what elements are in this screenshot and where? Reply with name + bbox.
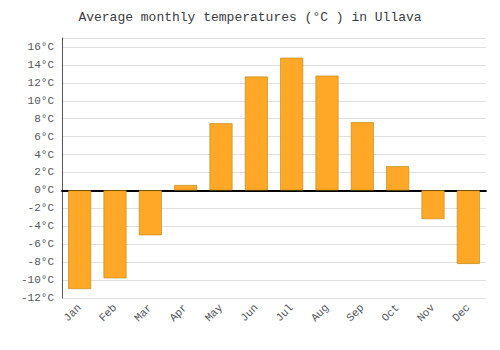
svg-text:Oct: Oct	[379, 302, 401, 324]
svg-text:12°C: 12°C	[28, 77, 55, 89]
svg-text:2°C: 2°C	[34, 166, 54, 178]
svg-text:6°C: 6°C	[34, 131, 54, 143]
svg-text:-4°C: -4°C	[28, 220, 55, 232]
svg-text:Nov: Nov	[415, 301, 438, 324]
svg-text:Average monthly temperatures (: Average monthly temperatures (°C ) in Ul…	[78, 10, 421, 25]
svg-text:Dec: Dec	[450, 302, 472, 324]
svg-text:16°C: 16°C	[28, 41, 55, 53]
svg-text:-2°C: -2°C	[28, 202, 55, 214]
svg-text:-12°C: -12°C	[21, 292, 54, 304]
svg-text:Jan: Jan	[61, 302, 83, 324]
svg-text:Jun: Jun	[238, 302, 260, 324]
svg-text:Sep: Sep	[344, 302, 366, 324]
svg-text:Apr: Apr	[167, 302, 189, 324]
svg-text:8°C: 8°C	[34, 113, 54, 125]
svg-text:-8°C: -8°C	[28, 256, 55, 268]
svg-text:4°C: 4°C	[34, 149, 54, 161]
svg-text:Aug: Aug	[309, 302, 331, 324]
svg-text:-6°C: -6°C	[28, 238, 55, 250]
svg-text:Mar: Mar	[132, 302, 154, 324]
svg-text:0°C: 0°C	[34, 184, 54, 196]
svg-text:May: May	[203, 301, 226, 324]
svg-text:Jul: Jul	[273, 302, 295, 324]
svg-text:Feb: Feb	[97, 302, 119, 324]
svg-text:-10°C: -10°C	[21, 274, 54, 286]
svg-text:14°C: 14°C	[28, 59, 55, 71]
svg-text:10°C: 10°C	[28, 95, 55, 107]
